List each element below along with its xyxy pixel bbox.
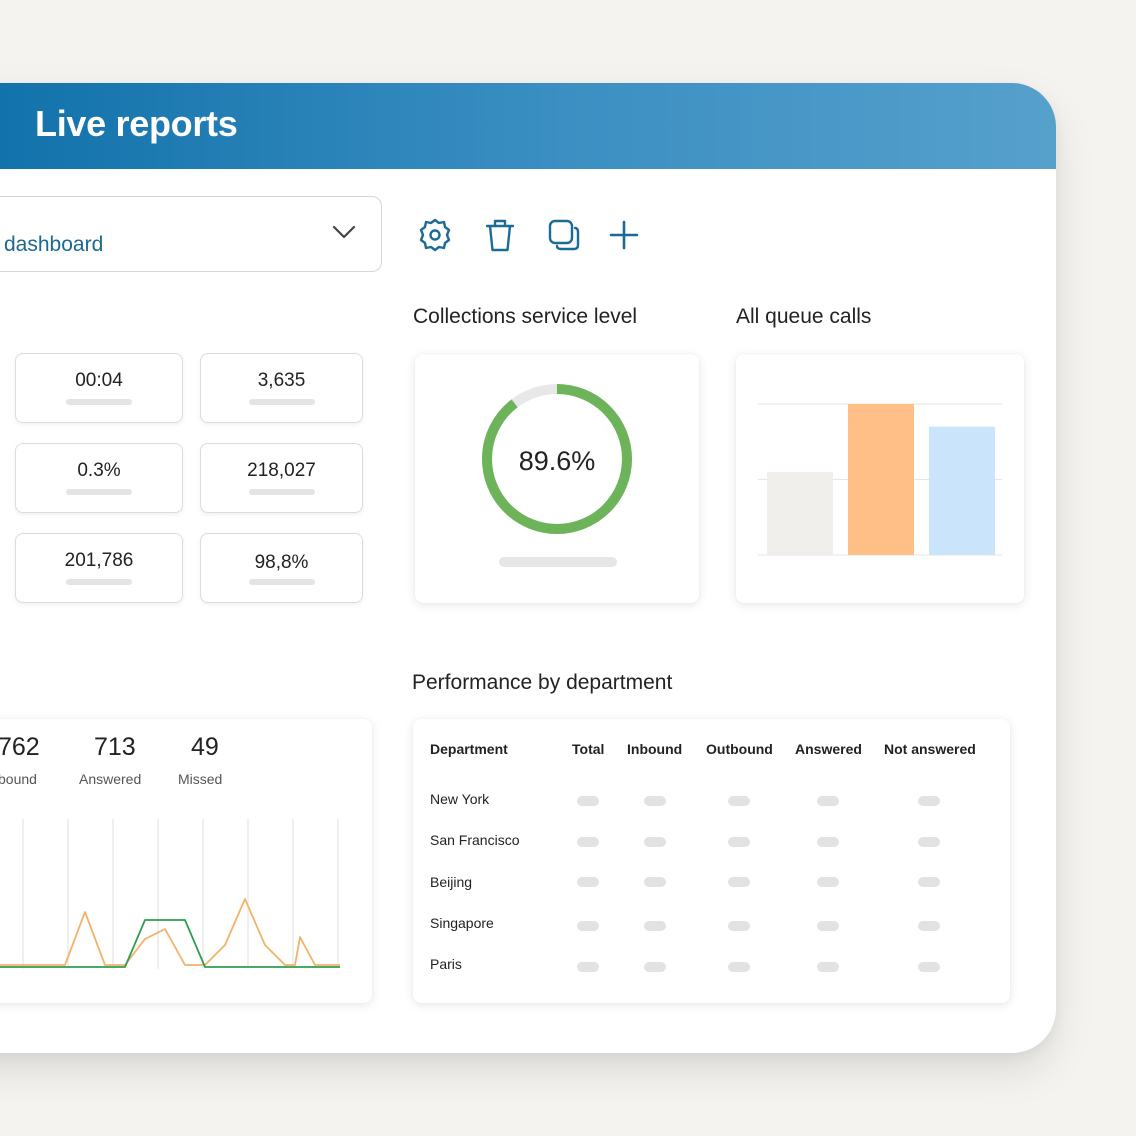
table-cell-placeholder — [644, 796, 666, 806]
table-cell-placeholder — [644, 837, 666, 847]
plus-icon[interactable] — [604, 215, 644, 255]
stat-tile: 0.3% — [15, 443, 183, 513]
stat-value: 201,786 — [64, 550, 134, 571]
table-cell-placeholder — [728, 921, 750, 931]
table-cell-placeholder — [644, 877, 666, 887]
queue-calls-bar-chart — [758, 403, 1002, 556]
table-row-department: New York — [430, 791, 490, 807]
table-cell-placeholder — [577, 837, 599, 847]
trash-icon[interactable] — [480, 215, 520, 255]
queue-calls-card — [736, 354, 1024, 603]
table-cell-placeholder — [817, 877, 839, 887]
table-cell-placeholder — [918, 837, 940, 847]
calls-line-chart — [0, 819, 340, 969]
stat-tile: 98,8% — [200, 533, 363, 603]
table-cell-placeholder — [728, 962, 750, 972]
stat-value: 3,635 — [257, 370, 306, 391]
service-level-title: Collections service level — [413, 305, 638, 328]
table-cell-placeholder — [577, 877, 599, 887]
table-cell-placeholder — [577, 921, 599, 931]
calls-missed-label: Missed — [178, 771, 223, 787]
stat-value: 0.3% — [77, 460, 121, 481]
stat-placeholder-bar — [66, 579, 132, 585]
column-header-answered: Answered — [795, 741, 862, 757]
column-header-inbound: Inbound — [627, 741, 683, 757]
dashboard-select[interactable]: dashboard — [0, 196, 382, 272]
chevron-down-icon — [332, 225, 356, 239]
bar — [848, 404, 914, 555]
table-cell-placeholder — [817, 837, 839, 847]
service-level-placeholder-bar — [499, 557, 617, 567]
stat-value: 218,027 — [247, 460, 316, 481]
bar — [767, 471, 833, 555]
stat-tile: 3,635 — [200, 353, 363, 423]
line-series-orange — [0, 898, 340, 966]
stat-placeholder-bar — [66, 399, 132, 405]
table-row-department: Beijing — [430, 874, 473, 890]
calls-answered-value: 713 — [94, 733, 136, 761]
stat-placeholder-bar — [248, 489, 315, 495]
table-row-department: Paris — [430, 956, 462, 972]
header-bar: Live reports — [0, 83, 1056, 169]
donut-progress-arc — [482, 384, 632, 534]
service-level-value: 89.6% — [518, 446, 596, 476]
copy-icon[interactable] — [544, 215, 584, 255]
queue-calls-title: All queue calls — [736, 305, 872, 328]
stat-tile: 218,027 — [200, 443, 363, 513]
page-title: Live reports — [35, 103, 238, 144]
column-header-total: Total — [572, 741, 605, 757]
table-cell-placeholder — [817, 796, 839, 806]
stat-placeholder-bar — [66, 489, 132, 495]
calls-inbound-value: 762 — [0, 733, 40, 761]
stat-placeholder-bar — [248, 399, 315, 405]
table-row-department: San Francisco — [430, 832, 520, 848]
calls-inbound-label: bound — [0, 771, 37, 787]
table-cell-placeholder — [918, 796, 940, 806]
stat-tile: 201,786 — [15, 533, 183, 603]
table-cell-placeholder — [817, 962, 839, 972]
live-reports-window: Live reports dashboard 00:04 3,635 0.3% — [0, 83, 1056, 1053]
table-cell-placeholder — [817, 921, 839, 931]
stat-placeholder-bar — [248, 579, 315, 585]
table-cell-placeholder — [728, 796, 750, 806]
bar — [929, 426, 995, 555]
table-cell-placeholder — [728, 877, 750, 887]
service-level-donut — [482, 384, 632, 534]
line-chart-gridlines — [22, 819, 339, 969]
gear-icon[interactable] — [415, 215, 455, 255]
table-cell-placeholder — [577, 796, 599, 806]
table-cell-placeholder — [728, 837, 750, 847]
table-cell-placeholder — [918, 921, 940, 931]
stat-value: 98,8% — [254, 552, 309, 573]
performance-table-card: Department Total Inbound Outbound Answer… — [413, 719, 1010, 1003]
performance-title: Performance by department — [412, 671, 673, 694]
dashboard-select-value: dashboard — [4, 233, 104, 256]
calls-answered-label: Answered — [79, 771, 142, 787]
table-cell-placeholder — [644, 962, 666, 972]
table-row-department: Singapore — [430, 915, 494, 931]
table-cell-placeholder — [577, 962, 599, 972]
table-cell-placeholder — [918, 962, 940, 972]
stat-value: 00:04 — [75, 370, 123, 391]
column-header-outbound: Outbound — [706, 741, 773, 757]
table-cell-placeholder — [644, 921, 666, 931]
calls-summary-card: 762 bound 713 Answered 49 Missed — [0, 719, 372, 1003]
calls-missed-value: 49 — [191, 733, 219, 761]
column-header-department: Department — [430, 741, 508, 757]
service-level-card: 89.6% — [415, 354, 699, 603]
table-cell-placeholder — [918, 877, 940, 887]
line-series-green — [0, 919, 340, 968]
column-header-not-answered: Not answered — [884, 741, 976, 757]
stat-tile: 00:04 — [15, 353, 183, 423]
